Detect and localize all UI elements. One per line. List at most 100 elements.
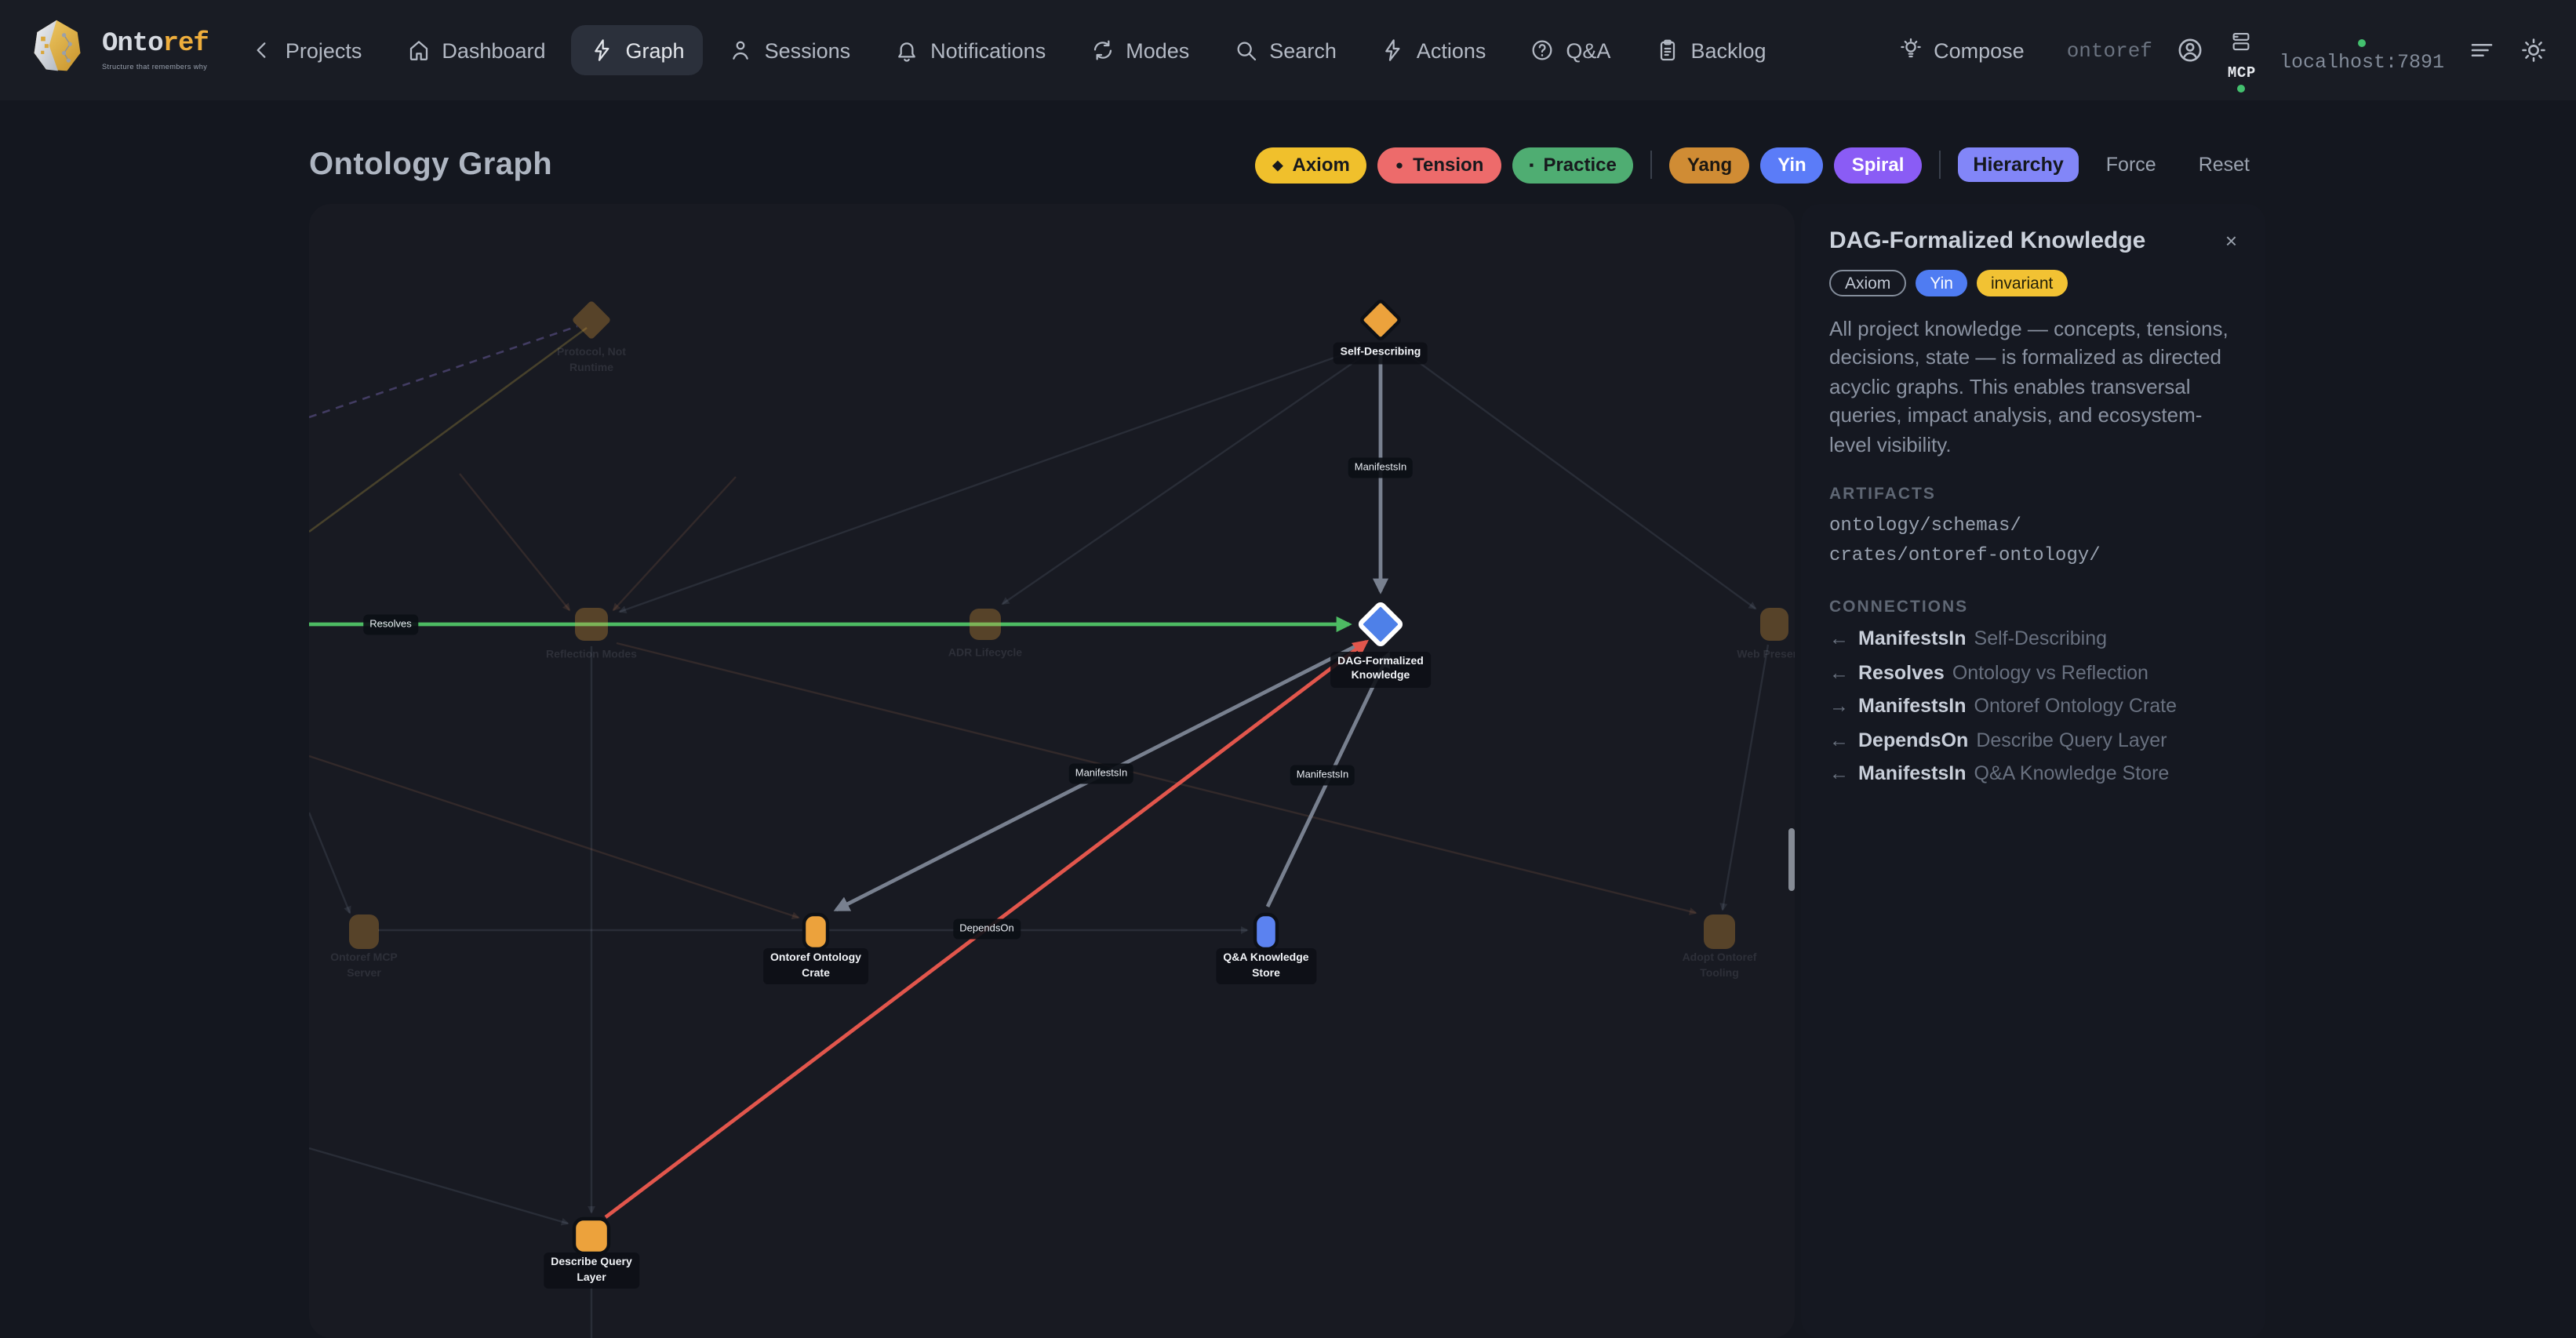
- host-address: localhost:7891: [2279, 52, 2444, 74]
- connection-direction-icon: →: [1829, 695, 1849, 718]
- connection-target: Ontoref Ontology Crate: [1974, 695, 2177, 718]
- connection-relation: ManifestsIn: [1858, 762, 1967, 785]
- connection-target: Self-Describing: [1974, 627, 2108, 650]
- filter-chip-axiom[interactable]: ◆ Axiom: [1255, 147, 1367, 183]
- nav-item-label: Dashboard: [442, 38, 546, 62]
- graph-edge-manifests-qa-edge: [1265, 651, 1391, 908]
- cycle-icon: [1090, 38, 1115, 63]
- nav-item-sessions[interactable]: Sessions: [710, 25, 870, 75]
- nav-item-dashboard[interactable]: Dashboard: [387, 25, 564, 75]
- home-icon: [406, 38, 431, 63]
- graph-node-qa-knowledge-store[interactable]: [1253, 912, 1279, 951]
- clipboard-icon: [1654, 38, 1679, 63]
- nav-item-backlog[interactable]: Backlog: [1635, 25, 1785, 75]
- bell-icon: [894, 38, 919, 63]
- graph-node-ontoref-mcp-server[interactable]: [349, 914, 379, 949]
- connection-relation: ManifestsIn: [1858, 695, 1967, 718]
- graph-node-describe-query-layer[interactable]: [572, 1216, 611, 1256]
- connection-direction-icon: ←: [1829, 661, 1849, 684]
- nav-item-modes[interactable]: Modes: [1071, 25, 1208, 75]
- layout-button-reset[interactable]: Reset: [2198, 154, 2250, 176]
- user-icon: [729, 38, 754, 63]
- graph-node-adr-lifecycle[interactable]: [970, 609, 1001, 640]
- badge-invariant: invariant: [1976, 270, 2068, 296]
- brand-tagline: Structure that remembers why: [102, 62, 208, 71]
- nav-item-notifications[interactable]: Notifications: [875, 25, 1064, 75]
- graph-edge-faint-5: [1719, 644, 1770, 911]
- connection-target: Ontology vs Reflection: [1952, 661, 2148, 684]
- graph-edge-manifests-crate-edge: [833, 642, 1360, 912]
- scrollbar-thumb[interactable]: [1788, 828, 1795, 891]
- nav-item-projects[interactable]: Projects: [231, 25, 381, 75]
- graph-node-ontoref-ontology-crate[interactable]: [802, 912, 830, 951]
- connection-row-manifestsin-q-a-knowledge-store[interactable]: ← ManifestsIn Q&A Knowledge Store: [1829, 762, 2237, 784]
- layout-button-force[interactable]: Force: [2105, 154, 2156, 176]
- connection-direction-icon: ←: [1829, 627, 1849, 650]
- nav-item-label: Graph: [625, 38, 685, 62]
- page-title: Ontology Graph: [309, 147, 553, 181]
- graph-node-protocol-not-runtime[interactable]: [572, 300, 612, 340]
- help-icon: [1530, 38, 1555, 63]
- graph-edge-faint-14: [612, 476, 737, 612]
- nav-item-graph[interactable]: Graph: [570, 25, 704, 75]
- nav-item-label: Sessions: [764, 38, 851, 62]
- menu-button[interactable]: [2468, 36, 2496, 64]
- connection-row-manifestsin-self-describing[interactable]: ← ManifestsIn Self-Describing: [1829, 627, 2237, 649]
- filter-chip-practice[interactable]: ▪ Practice: [1512, 147, 1634, 183]
- connection-row-manifestsin-ontoref-ontology-crate[interactable]: → ManifestsIn Ontoref Ontology Crate: [1829, 695, 2237, 717]
- graph-canvas[interactable]: Self-Describing Protocol, Not Runtime Refle…: [309, 204, 1795, 1338]
- graph-edge-faint-12: [309, 754, 800, 920]
- brand[interactable]: Ontoref Structure that remembers why: [28, 16, 209, 84]
- brand-name: Ontoref: [102, 30, 209, 60]
- filter-chip-spiral[interactable]: Spiral: [1834, 147, 1922, 183]
- project-name: ontoref: [2066, 38, 2152, 62]
- chip-separator: [1938, 151, 1941, 179]
- badge-row: Axiom Yin invariant: [1829, 270, 2237, 296]
- graph-node-adopt-ontoref-tooling[interactable]: [1704, 914, 1735, 949]
- close-icon[interactable]: ×: [2225, 229, 2237, 253]
- practice-marker-icon: ▪: [1529, 156, 1534, 173]
- filter-chip-tension[interactable]: ● Tension: [1377, 147, 1501, 183]
- filter-chip-yin[interactable]: Yin: [1760, 147, 1824, 183]
- connection-row-resolves-ontology-vs-reflection[interactable]: ← Resolves Ontology vs Reflection: [1829, 661, 2237, 683]
- node-description: All project knowledge — concepts, tensio…: [1829, 317, 2229, 456]
- graph-edge-faint-4: [1392, 343, 1757, 610]
- nav-item-actions[interactable]: Actions: [1362, 25, 1505, 75]
- compose-button[interactable]: Compose: [1879, 25, 2043, 75]
- nav-item-q-a[interactable]: Q&A: [1511, 25, 1629, 75]
- graph-edge-faint-11: [616, 642, 1697, 915]
- mcp-label: MCP: [2227, 64, 2256, 82]
- tension-marker-icon: ●: [1395, 156, 1404, 173]
- graph-node-web-presence[interactable]: [1760, 608, 1788, 641]
- graph-svg: [309, 300, 1788, 1338]
- graph-node-reflection-modes[interactable]: [575, 608, 608, 641]
- connection-row-dependson-describe-query-layer[interactable]: ← DependsOn Describe Query Layer: [1829, 729, 2237, 751]
- bolt-icon: [1381, 38, 1406, 63]
- host-status: localhost:7891: [2279, 39, 2444, 74]
- filter-bar: ◆ Axiom ● Tension ▪ Practice Yang Yin Spiral Hier…: [1255, 147, 2265, 183]
- sun-icon: [2520, 36, 2548, 64]
- chip-label: Spiral: [1851, 154, 1905, 176]
- avatar[interactable]: [2176, 36, 2204, 64]
- nav-item-search[interactable]: Search: [1214, 25, 1355, 75]
- graph-node-self-describing[interactable]: [1360, 300, 1401, 340]
- artifacts-list: ontology/schemas/crates/ontoref-ontology…: [1829, 512, 2237, 573]
- mcp-status[interactable]: MCP: [2228, 30, 2256, 93]
- bulb-icon: [1897, 38, 1923, 63]
- badge-axiom: Axiom: [1829, 270, 1907, 296]
- node-details-panel: DAG-Formalized Knowledge × Axiom Yin invar…: [1801, 204, 2265, 1338]
- artifact-path[interactable]: ontology/schemas/: [1829, 514, 2021, 537]
- nav-item-label: Modes: [1126, 38, 1190, 62]
- filter-chip-yang[interactable]: Yang: [1669, 147, 1750, 183]
- artifact-path[interactable]: crates/ontoref-ontology/: [1829, 544, 2101, 567]
- theme-toggle-button[interactable]: [2520, 36, 2548, 64]
- nav-item-label: Search: [1269, 38, 1337, 62]
- chip-separator: [1650, 151, 1653, 179]
- layout-button-hierarchy[interactable]: Hierarchy: [1957, 147, 2079, 182]
- graph-edge-faint-1: [309, 325, 578, 419]
- bolt-icon: [590, 38, 615, 63]
- connection-relation: ManifestsIn: [1858, 627, 1967, 650]
- graph-node-dag-formalized-knowledge[interactable]: [1358, 602, 1403, 647]
- graph-edge-faint-2: [309, 326, 588, 533]
